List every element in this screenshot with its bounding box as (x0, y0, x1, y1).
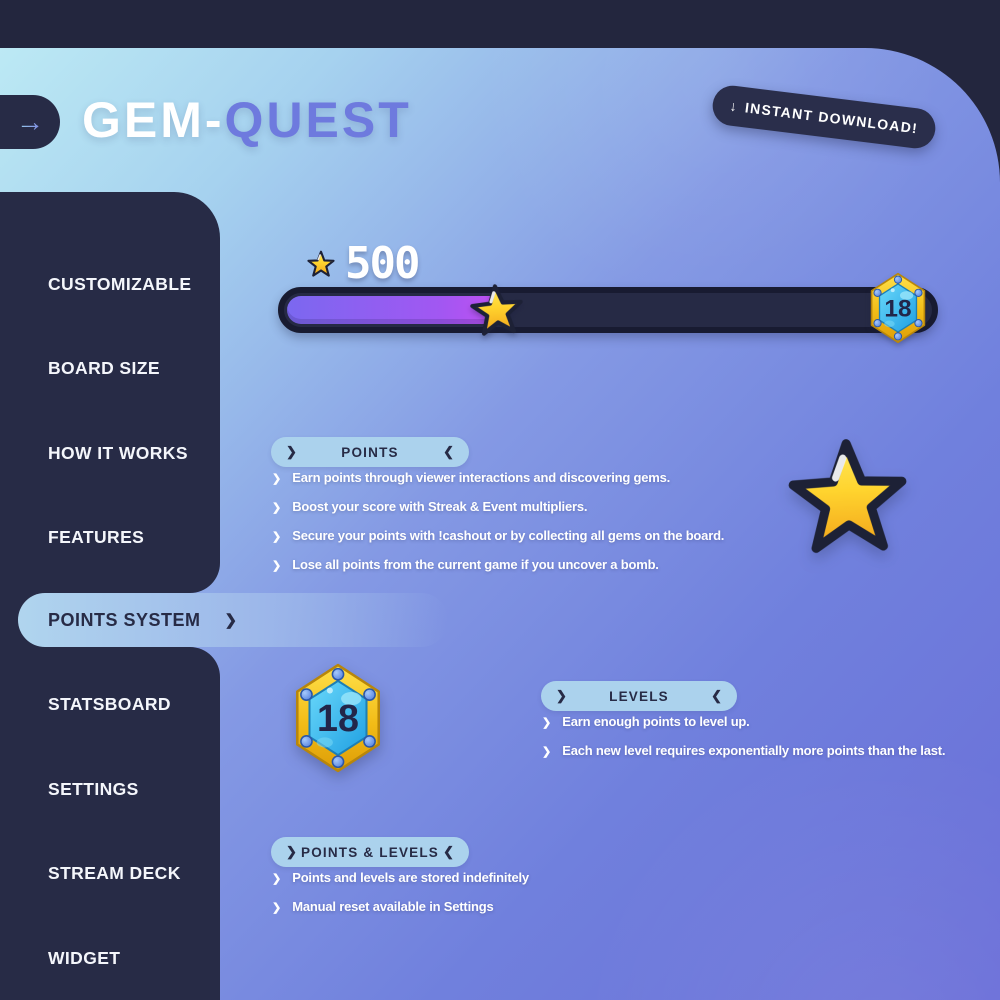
sidebar-lower-panel (0, 647, 220, 1000)
bullet-text: Lose all points from the current game if… (292, 557, 659, 572)
sidebar-item-settings[interactable]: SETTINGS (48, 779, 139, 799)
page-title: GEM-QUEST (82, 92, 412, 148)
level-badge-illustration (296, 663, 380, 773)
bullet-text: Secure your points with !cashout or by c… (292, 528, 725, 543)
list-item: ❯ Earn points through viewer interaction… (272, 470, 724, 487)
section-title-points: POINTS (341, 444, 399, 460)
sidebar-item-statsboard[interactable]: STATSBOARD (48, 694, 171, 714)
chevron-right-icon: ❯ (272, 873, 282, 885)
sidebar-item-features[interactable]: FEATURES (48, 527, 145, 547)
chevron-right-icon: ❯ (542, 717, 552, 729)
chevron-right-icon: ❯ (272, 560, 282, 572)
chevron-right-icon: ❯ (272, 902, 282, 914)
sidebar-upper-panel (0, 192, 220, 593)
page-title-secondary: QUEST (224, 92, 412, 148)
download-arrow-icon: ↓ (728, 97, 740, 115)
chevron-left-icon: ❮ (443, 844, 454, 859)
progress-star-icon (466, 279, 529, 342)
points-levels-bullet-list: ❯ Points and levels are stored indefinit… (272, 870, 529, 928)
progress-fill (287, 296, 508, 324)
sidebar-active-label: POINTS SYSTEM (48, 609, 201, 630)
points-value: 500 (345, 238, 420, 289)
section-header-levels[interactable]: ❯ LEVELS ❮ (541, 681, 737, 711)
list-item: ❯ Each new level requires exponentially … (542, 743, 946, 760)
chevron-right-icon: ❯ (542, 746, 552, 758)
list-item: ❯ Manual reset available in Settings (272, 899, 529, 916)
list-item: ❯ Points and levels are stored indefinit… (272, 870, 529, 887)
chevron-right-icon: ❯ (272, 531, 282, 543)
bullet-text: Earn enough points to level up. (562, 714, 750, 729)
chevron-right-icon: ❯ (286, 444, 297, 459)
star-illustration (779, 430, 917, 565)
section-header-points[interactable]: ❯ POINTS ❮ (271, 437, 469, 467)
level-badge-small (870, 272, 926, 344)
bullet-text: Boost your score with Streak & Event mul… (292, 499, 588, 514)
sidebar-item-board-size[interactable]: BOARD SIZE (48, 358, 160, 378)
bullet-text: Points and levels are stored indefinitel… (292, 870, 529, 885)
back-button[interactable]: → (0, 95, 60, 149)
chevron-left-icon: ❮ (443, 444, 454, 459)
sidebar-item-how-it-works[interactable]: HOW IT WORKS (48, 443, 188, 463)
level-progress-bar (278, 287, 938, 333)
list-item: ❯ Lose all points from the current game … (272, 557, 724, 574)
points-bullet-list: ❯ Earn points through viewer interaction… (272, 470, 724, 586)
sidebar-item-customizable[interactable]: CUSTOMIZABLE (48, 274, 192, 294)
chevron-right-icon: ❯ (272, 473, 282, 485)
bullet-text: Each new level requires exponentially mo… (562, 743, 946, 758)
chevron-right-icon: ❯ (556, 688, 567, 703)
arrow-right-icon: → (16, 106, 44, 137)
levels-bullet-list: ❯ Earn enough points to level up. ❯ Each… (542, 714, 946, 772)
section-header-points-levels[interactable]: ❯ POINTS & LEVELS ❮ (271, 837, 469, 867)
list-item: ❯ Earn enough points to level up. (542, 714, 945, 731)
bullet-text: Earn points through viewer interactions … (292, 470, 671, 485)
sidebar-item-widget[interactable]: WIDGET (48, 948, 121, 968)
sidebar-item-points-system-active[interactable]: POINTS SYSTEM ❯ (18, 593, 448, 647)
chevron-right-icon: ❯ (286, 844, 297, 859)
points-counter: 500 (306, 238, 420, 289)
chevron-right-icon: ❯ (272, 502, 282, 514)
section-title-levels: LEVELS (609, 688, 669, 704)
star-icon (307, 250, 335, 277)
list-item: ❯ Secure your points with !cashout or by… (272, 528, 724, 545)
chevron-right-icon: ❯ (224, 612, 238, 629)
bullet-text: Manual reset available in Settings (292, 899, 494, 914)
page-title-primary: GEM- (82, 92, 225, 148)
list-item: ❯ Boost your score with Streak & Event m… (272, 499, 724, 516)
section-title-points-levels: POINTS & LEVELS (300, 844, 440, 860)
sidebar-item-stream-deck[interactable]: STREAM DECK (48, 863, 181, 883)
chevron-left-icon: ❮ (711, 688, 722, 703)
